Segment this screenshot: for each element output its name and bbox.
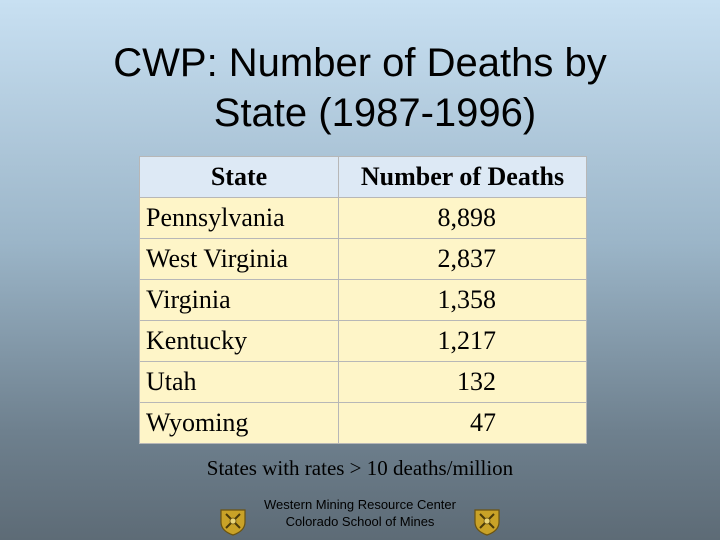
- mining-seal-icon: [474, 509, 500, 536]
- deaths-table: State Number of Deaths Pennsylvania 8,89…: [139, 156, 587, 444]
- table-header-row: State Number of Deaths: [139, 156, 587, 198]
- mining-seal-icon: [220, 509, 246, 536]
- deaths-cell: 2,837: [338, 238, 587, 280]
- footer-organization: Western Mining Resource Center: [264, 497, 456, 512]
- column-header-deaths: Number of Deaths: [338, 156, 587, 198]
- state-cell: Utah: [139, 361, 339, 403]
- table-row: Kentucky 1,217: [139, 320, 587, 362]
- table-row: Wyoming 47: [139, 402, 587, 444]
- table-caption: States with rates > 10 deaths/million: [206, 456, 514, 480]
- deaths-cell: 47: [338, 402, 587, 444]
- slide-title-line-2: State (1987-1996): [213, 91, 537, 135]
- deaths-cell: 8,898: [338, 197, 587, 239]
- table-row: West Virginia 2,837: [139, 238, 587, 280]
- slide-title: CWP: Number of Deaths by State (1987-199…: [0, 38, 720, 138]
- state-cell: Wyoming: [139, 402, 339, 444]
- slide-footer: Western Mining Resource Center Colorado …: [0, 496, 720, 530]
- state-cell: Kentucky: [139, 320, 339, 362]
- table-row: Pennsylvania 8,898: [139, 197, 587, 239]
- column-header-state: State: [139, 156, 339, 198]
- footer-school: Colorado School of Mines: [285, 514, 435, 529]
- state-cell: West Virginia: [139, 238, 339, 280]
- deaths-cell: 132: [338, 361, 587, 403]
- table-row: Virginia 1,358: [139, 279, 587, 321]
- table-row: Utah 132: [139, 361, 587, 403]
- state-cell: Virginia: [139, 279, 339, 321]
- state-cell: Pennsylvania: [139, 197, 339, 239]
- deaths-cell: 1,217: [338, 320, 587, 362]
- deaths-cell: 1,358: [338, 279, 587, 321]
- slide-title-line-1: CWP: Number of Deaths by: [113, 41, 607, 85]
